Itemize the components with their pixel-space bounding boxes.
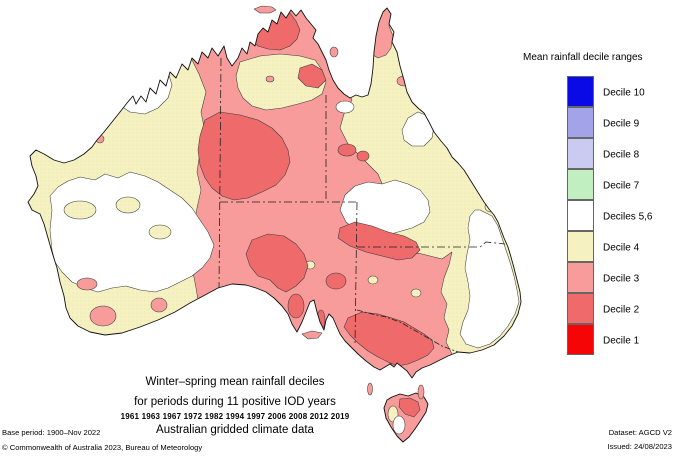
legend-swatch-d10	[567, 76, 594, 107]
region-nsw-yellow-patch	[410, 288, 422, 298]
footer-right: Dataset: AGCD V2 Issued: 24/08/2023	[607, 428, 672, 456]
legend-swatch-d9	[567, 107, 594, 138]
region-tasmania-deciles56	[392, 415, 406, 435]
region-north-nsw-decile2	[337, 221, 421, 261]
base-period-text: Base period: 1900–Nov 2022	[2, 428, 101, 437]
legend-item-label: Decile 1	[603, 335, 640, 346]
mainland-coastline	[27, 7, 522, 379]
legend-swatch-d7	[567, 169, 594, 200]
legend-item-label: Decile 9	[603, 118, 640, 129]
region-sw-wa-decile3-c	[150, 297, 168, 313]
legend-item: Decile 2	[567, 293, 675, 325]
map-title-line2: for periods during 11 positive IOD years	[134, 396, 336, 408]
tasmania-coastline	[383, 392, 429, 443]
legend-item: Decile 3	[567, 262, 675, 294]
legend-swatch-d56	[567, 200, 594, 231]
legend-item-label: Decile 7	[603, 180, 640, 191]
legend-item: Decile 10	[567, 76, 675, 108]
legend-swatch-d8	[567, 138, 594, 169]
legend-item-label: Decile 4	[603, 242, 640, 253]
island-flinders	[417, 384, 425, 400]
legend-swatch-d4	[567, 231, 594, 262]
region-north-qld-deciles56	[401, 111, 435, 147]
region-wa-yellow-patch-3	[148, 224, 172, 240]
region-central-nt-decile2	[197, 111, 291, 201]
region-wa-yellow-patch-1	[63, 200, 97, 220]
border-sa-east	[354, 201, 358, 346]
region-victoria-decile2	[343, 311, 435, 367]
legend-swatch-d3	[567, 262, 594, 293]
footer-left: Base period: 1900–Nov 2022 © Commonwealt…	[2, 428, 202, 458]
legend: Mean rainfall decile ranges Decile 10 Dec…	[523, 52, 673, 355]
region-nw-qld-decile2-b	[356, 150, 370, 162]
legend-item: Decile 1	[567, 324, 675, 356]
region-sw-wa-decile3-b	[89, 305, 117, 327]
title-block: Winter–spring mean rainfall deciles for …	[40, 376, 430, 437]
region-eyre-peninsula-decile2	[287, 293, 305, 319]
region-gulf-country-decile2	[297, 63, 327, 89]
legend-item-label: Decile 8	[603, 149, 640, 160]
legend-item-label: Decile 2	[603, 304, 640, 315]
island-melville	[253, 5, 277, 14]
border-wa	[218, 57, 222, 290]
region-nw-qld-decile2-a	[337, 143, 357, 157]
legend-item-label: Deciles 5,6	[603, 211, 653, 222]
region-east-coast-deciles56	[459, 209, 520, 349]
legend-item: Decile 7	[567, 169, 675, 201]
dataset-text: Dataset: AGCD V2	[608, 428, 672, 437]
legend-item-label: Decile 10	[603, 87, 645, 98]
region-central-sa-decile2	[245, 233, 309, 293]
legend-item: Deciles 5,6	[567, 200, 675, 232]
region-tasmania-ne-decile2	[398, 397, 421, 418]
island-groote	[329, 46, 339, 58]
map-title-line1: Winter–spring mean rainfall deciles	[145, 376, 325, 388]
region-border-yellow-patch	[367, 275, 379, 285]
legend-swatch-d2	[567, 293, 594, 324]
legend-items: Decile 10 Decile 9 Decile 8 Decile 7 Deciles…	[567, 76, 675, 356]
map-title-years: 1961 1963 1967 1972 1982 1994 1997 2006 …	[120, 412, 350, 421]
region-sa-border-decile2	[325, 272, 347, 290]
legend-item-label: Decile 3	[603, 273, 640, 284]
border-qld-nsw	[357, 241, 506, 248]
border-nsw-vic-murray	[356, 309, 459, 353]
legend-item: Decile 9	[567, 107, 675, 139]
island-kangaroo	[301, 330, 323, 340]
issued-text: Issued: 24/08/2023	[607, 442, 672, 451]
region-wa-yellow-patch-2	[115, 196, 141, 214]
region-nt-dot-decile3	[265, 75, 275, 83]
legend-item: Decile 8	[567, 138, 675, 170]
region-central-wa-deciles56	[49, 171, 215, 293]
region-coastal-yellow-patch	[484, 201, 498, 213]
region-sw-wa-decile3-a	[76, 277, 98, 291]
region-gulf-deciles56	[335, 100, 355, 114]
map-title-line3: Australian gridded climate data	[156, 424, 314, 436]
legend-title: Mean rainfall decile ranges	[523, 52, 643, 63]
copyright-text: © Commonwealth of Australia 2023, Bureau…	[2, 443, 203, 452]
legend-swatch-d1	[567, 324, 594, 355]
island-king	[367, 382, 373, 396]
region-yorke-peninsula-decile2	[316, 309, 326, 331]
legend-item: Decile 4	[567, 231, 675, 263]
